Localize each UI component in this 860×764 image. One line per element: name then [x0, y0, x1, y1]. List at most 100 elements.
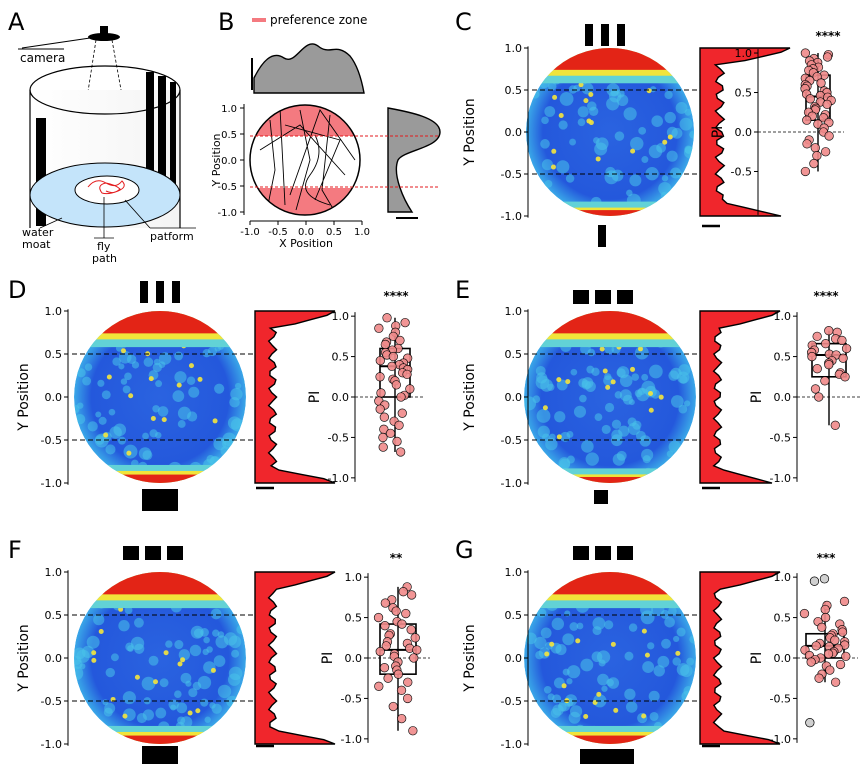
pi-point	[380, 598, 390, 608]
pi-point	[810, 143, 820, 153]
pi-tick-label: 0.5	[774, 351, 792, 364]
pi-point	[375, 646, 385, 657]
panel-b-y-tick-label: 0.0	[221, 156, 237, 167]
top-stimulus-icon	[123, 546, 183, 560]
pi-point	[392, 436, 402, 447]
pi-point	[822, 99, 832, 110]
pi-point	[816, 78, 826, 88]
pi-tick-label: -0.5	[770, 431, 791, 444]
panel-b: B preference zone Y Position X Position …	[210, 8, 441, 250]
bottom-stimulus-icon	[598, 225, 606, 247]
pi-tick-label: 0.5	[332, 351, 350, 364]
pi-point	[812, 331, 822, 342]
y-density-profile	[699, 47, 791, 217]
y-axis-label: Y Position	[462, 624, 478, 693]
pi-point	[823, 649, 834, 659]
y-axis-label: Y Position	[16, 363, 32, 432]
pi-point	[375, 404, 385, 414]
panel-b-y-tick-label: -1.0	[217, 208, 237, 219]
heatmap-arena	[524, 311, 696, 483]
panel-e: E 1.0 0.5 0.0 -0.5 -1.0 Y Position 1.0 0.5 0.0 -0.…	[455, 276, 860, 504]
pi-point	[402, 369, 412, 380]
pi-point	[830, 635, 840, 645]
pi-point	[379, 663, 390, 673]
panel-b-y-ticks: 1.0 0.5 0.0 -0.5 -1.0	[217, 104, 244, 219]
panel-b-x-tick-label: -0.5	[268, 227, 288, 238]
pi-point	[393, 669, 403, 679]
pi-point	[800, 48, 811, 58]
pi-point	[397, 408, 407, 418]
pi-point	[812, 151, 822, 161]
pi-point	[830, 420, 840, 430]
legend-swatch-preference-zone	[252, 18, 266, 22]
panel-letter-g: G	[455, 536, 474, 564]
panel-letter-d: D	[8, 276, 26, 304]
y-density-profile	[254, 571, 336, 745]
y-tick-label: -0.5	[501, 168, 522, 181]
y-tick-label: -0.5	[501, 434, 522, 447]
heatmap-arena	[74, 572, 246, 744]
pi-point	[403, 677, 413, 687]
pi-point	[397, 619, 407, 629]
y-density-profile	[699, 310, 781, 484]
pi-point	[811, 641, 821, 651]
pi-point	[799, 608, 810, 619]
y-tick-label: 0.0	[45, 391, 63, 404]
pi-point	[410, 633, 420, 643]
pi-point	[378, 442, 388, 452]
y-tick-label: 1.0	[505, 305, 523, 318]
significance-label: ***	[817, 551, 837, 565]
pi-point	[375, 355, 385, 366]
label-platform: patform	[150, 230, 194, 243]
pi-point	[810, 384, 821, 394]
pi-point	[841, 651, 851, 662]
bottom-stimulus-icon	[142, 489, 178, 511]
bottom-stimulus-icon	[594, 490, 608, 504]
panel-a: A camera water moat	[8, 8, 196, 265]
pi-point	[401, 608, 411, 619]
platform	[74, 175, 140, 205]
y-tick-label: -1.0	[501, 738, 522, 751]
pi-point	[820, 376, 830, 386]
pi-point	[381, 641, 391, 651]
label-camera: camera	[20, 51, 65, 65]
pi-tick-label: 0.5	[735, 87, 753, 100]
y-tick-label: -0.5	[41, 695, 62, 708]
panel-b-x-ticks: -1.0 -0.5 0.0 0.5 1.0	[240, 221, 370, 238]
pi-outlier	[819, 574, 830, 584]
panel-d: D 1.0 0.5 0.0 -0.5 -1.0 Y Position 1.0 0.5 0.0 -0.…	[8, 276, 424, 511]
panel-b-y-tick-label: 0.5	[221, 130, 237, 141]
x-density-curve	[253, 43, 365, 94]
bottom-stimulus-icon	[580, 749, 634, 764]
y-tick-label: 1.0	[45, 566, 63, 579]
y-tick-label: 1.0	[505, 566, 523, 579]
pi-tick-label: -1.0	[341, 733, 362, 746]
y-tick-label: 1.0	[505, 42, 523, 55]
y-density-profile	[699, 571, 781, 745]
pi-point	[837, 627, 848, 637]
y-tick-label: 0.0	[505, 126, 523, 139]
pi-point	[396, 392, 406, 402]
top-stimulus-icon	[140, 281, 180, 303]
pi-point	[841, 343, 852, 354]
pi-point	[408, 726, 418, 736]
pi-point	[373, 612, 384, 623]
panel-b-y-tick-label: 1.0	[221, 104, 237, 115]
pi-point	[406, 590, 417, 600]
pi-point	[802, 139, 812, 149]
pi-point	[807, 351, 817, 362]
top-stimulus-icon	[573, 290, 633, 304]
y-tick-label: 0.5	[505, 84, 523, 97]
panel-c: C 1.0 0.5 0.0 -0.5 -1.0 Y Position 1.0 0.5 0.0 -0.…	[455, 8, 844, 247]
pi-point	[822, 52, 833, 62]
pi-tick-label: 1.0	[774, 571, 792, 584]
y-tick-label: -0.5	[41, 434, 62, 447]
y-tick-label: -1.0	[41, 477, 62, 490]
pi-point	[388, 701, 398, 712]
pi-point	[391, 606, 401, 616]
y-axis-label: Y Position	[16, 624, 32, 693]
pi-point	[395, 447, 406, 457]
pi-tick-label: -0.5	[770, 692, 791, 705]
pi-point	[388, 331, 398, 342]
pi-point	[400, 317, 410, 328]
